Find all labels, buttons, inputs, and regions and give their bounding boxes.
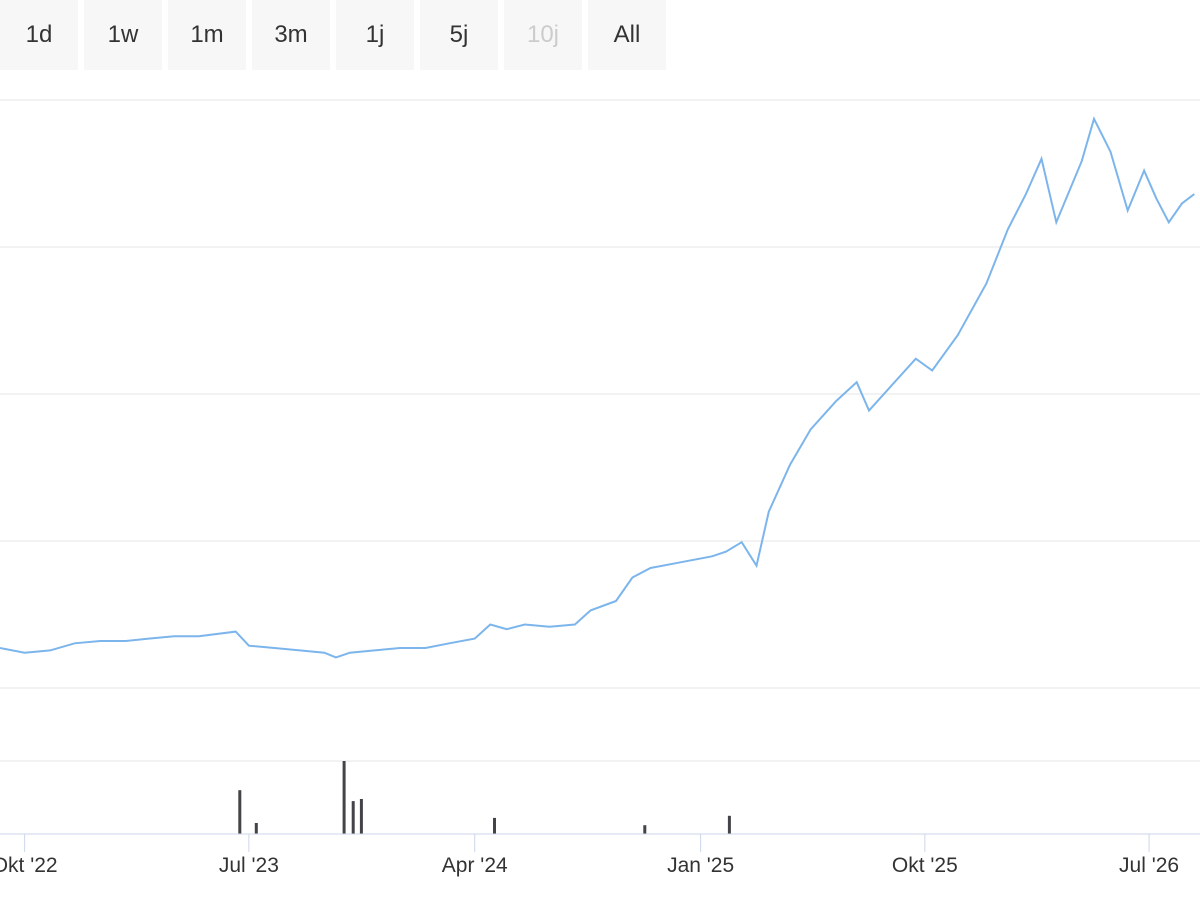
range-selector: 1d 1w 1m 3m 1j 5j 10j All: [0, 0, 672, 72]
range-button-1d[interactable]: 1d: [0, 0, 78, 70]
range-button-all[interactable]: All: [588, 0, 666, 70]
range-button-3m[interactable]: 3m: [252, 0, 330, 70]
volume-bar: [643, 825, 647, 834]
x-axis-tick-label: Jan '25: [667, 854, 734, 877]
grid-lines: [0, 99, 1200, 762]
x-axis-tick-label: Okt '22: [0, 854, 58, 877]
volume-columns: [238, 761, 731, 835]
price-line: [0, 116, 1195, 659]
x-axis-tick-label: Jul '26: [1119, 854, 1179, 877]
range-button-1w[interactable]: 1w: [84, 0, 162, 70]
range-button-5j[interactable]: 5j: [420, 0, 498, 70]
volume-bar: [727, 815, 731, 835]
x-axis-tick-label: Apr '24: [442, 854, 508, 877]
range-button-10j: 10j: [504, 0, 582, 70]
volume-bar: [254, 823, 258, 834]
volume-bar: [493, 817, 496, 834]
volume-bar: [359, 799, 363, 834]
x-axis-tick-label: Okt '25: [892, 854, 958, 877]
x-axis-ticks: Okt '22 Jul '23 Apr '24 Jan '25 Okt '25 Jul '…: [0, 834, 1179, 877]
x-axis-tick-label: Jul '23: [219, 854, 279, 877]
volume-bar: [238, 790, 242, 834]
volume-bar: [351, 801, 355, 834]
range-button-1j[interactable]: 1j: [336, 0, 414, 70]
range-button-1m[interactable]: 1m: [168, 0, 246, 70]
volume-bar: [342, 761, 346, 834]
